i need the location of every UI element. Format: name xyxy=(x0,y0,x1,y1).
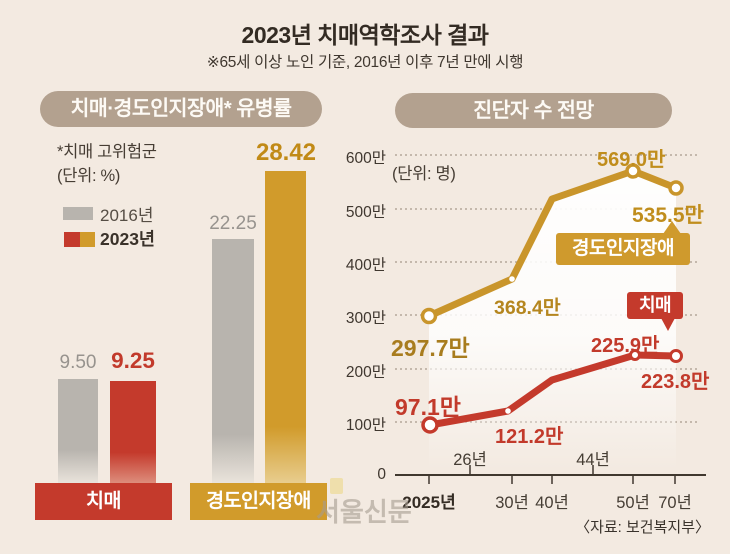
series-bubble-mci: 경도인지장애 xyxy=(556,233,690,265)
page-subtitle: ※65세 이상 노인 기준, 2016년 이후 7년 만에 시행 xyxy=(206,54,524,71)
bar-mci-2023 xyxy=(265,171,306,483)
bar-value-mci-2016: 22.25 xyxy=(209,213,257,234)
series-bubble-dementia: 치매 xyxy=(627,292,683,319)
right-panel-header: 진단자 수 전망 xyxy=(395,93,672,128)
x-tick-40: 40년 xyxy=(535,494,569,512)
y-tick-0: 0 xyxy=(377,466,386,483)
bar-dementia-2023 xyxy=(110,381,156,483)
label-mci-2025: 297.7만 xyxy=(391,335,470,361)
bar-value-dementia-2023: 9.25 xyxy=(111,348,155,373)
bar-mci-2016 xyxy=(212,239,254,483)
group-label-mci: 경도인지장애 xyxy=(190,483,327,520)
x-tick-50: 50년 xyxy=(616,494,650,512)
legend-swatch-2023-gold xyxy=(79,232,95,247)
label-mci-70: 535.5만 xyxy=(632,204,704,227)
bar-value-dementia-2016: 9.50 xyxy=(59,352,97,373)
bar-value-mci-2023: 28.42 xyxy=(255,139,317,166)
mci-marker-2025 xyxy=(420,307,438,325)
y-tick-100: 100만 xyxy=(345,417,386,434)
mci-marker-50 xyxy=(625,163,641,179)
watermark: 서울신문 xyxy=(316,497,412,527)
dementia-marker-2025 xyxy=(421,416,439,434)
label-dementia-70: 223.8만 xyxy=(641,371,710,393)
watermark-logo-mark xyxy=(330,478,343,494)
left-chart-unit: (단위: %) xyxy=(57,167,121,185)
group-label-dementia: 치매 xyxy=(35,483,172,520)
mci-line-series xyxy=(425,167,680,320)
dementia-marker-70 xyxy=(669,349,683,363)
legend-swatch-2023-red xyxy=(64,232,80,247)
label-mci-30: 368.4만 xyxy=(494,297,561,319)
legend-swatch-2016 xyxy=(63,207,93,220)
label-mci-50: 569.0만 xyxy=(597,149,666,171)
y-tick-400: 400만 xyxy=(345,257,386,274)
x-annotation-26: 26년 xyxy=(453,451,487,469)
dementia-marker-30 xyxy=(505,408,511,414)
x-tick-70: 70년 xyxy=(658,494,692,512)
left-chart-footnote: *치매 고위험군 xyxy=(57,143,157,161)
series-bubble-mci-tail xyxy=(663,221,681,234)
x-axis-ticks xyxy=(428,465,676,484)
right-chart-unit: (단위: 명) xyxy=(392,165,456,183)
x-tick-30: 30년 xyxy=(495,494,529,512)
x-annotation-44: 44년 xyxy=(576,451,610,469)
x-tick-2025: 2025년 xyxy=(402,493,456,512)
y-tick-200: 200만 xyxy=(345,364,386,381)
label-dementia-30: 121.2만 xyxy=(495,426,564,448)
label-dementia-2025: 97.1만 xyxy=(395,394,461,420)
y-tick-300: 300만 xyxy=(345,310,386,327)
page-title: 2023년 치매역학조사 결과 xyxy=(241,22,489,48)
mci-marker-30 xyxy=(509,276,515,282)
legend-label-2016: 2016년 xyxy=(100,206,154,225)
y-tick-600: 600만 xyxy=(345,150,386,167)
bar-dementia-2016 xyxy=(58,379,98,483)
dementia-marker-50 xyxy=(629,349,641,361)
y-tick-500: 500만 xyxy=(345,204,386,221)
legend-label-2023: 2023년 xyxy=(100,229,156,249)
series-bubble-dementia-tail xyxy=(661,318,675,331)
label-dementia-50: 225.9만 xyxy=(591,335,660,357)
source-label: 〈자료: 보건복지부〉 xyxy=(575,519,710,536)
mci-marker-70 xyxy=(668,180,684,196)
left-panel-header: 치매·경도인지장애* 유병률 xyxy=(40,91,322,127)
legend-swatch-2023 xyxy=(64,232,95,247)
dementia-line-series xyxy=(426,351,680,429)
